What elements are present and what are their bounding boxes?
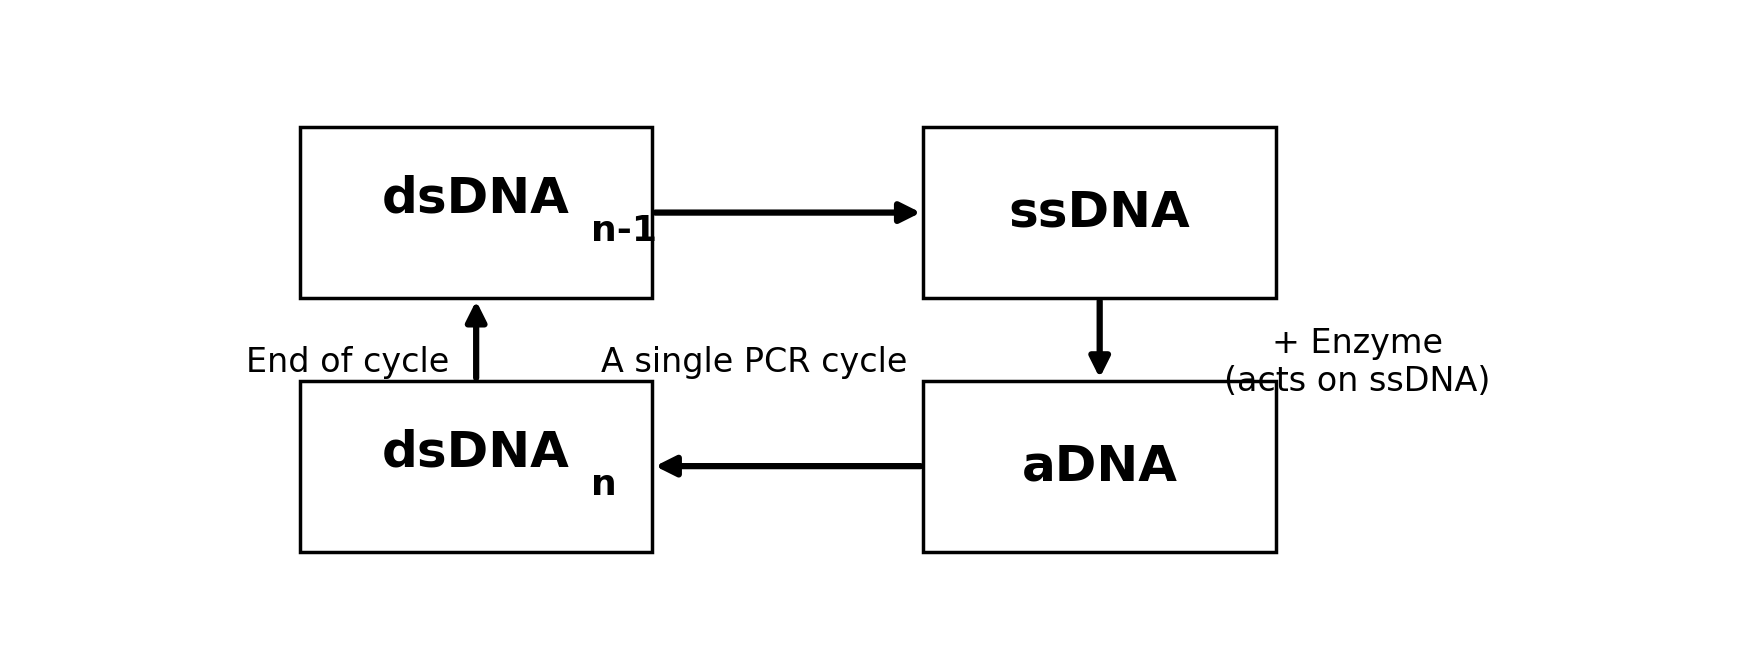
Text: aDNA: aDNA [1021,442,1176,490]
Text: n-1: n-1 [591,214,657,248]
Text: + Enzyme
(acts on ssDNA): + Enzyme (acts on ssDNA) [1224,327,1489,398]
Text: End of cycle: End of cycle [245,346,449,379]
Text: dsDNA: dsDNA [383,428,570,476]
FancyBboxPatch shape [923,381,1276,552]
Text: ssDNA: ssDNA [1009,189,1190,237]
Text: n: n [591,468,617,501]
Text: A single PCR cycle: A single PCR cycle [601,346,907,379]
FancyBboxPatch shape [301,127,652,298]
FancyBboxPatch shape [301,381,652,552]
FancyBboxPatch shape [923,127,1276,298]
Text: dsDNA: dsDNA [383,175,570,222]
